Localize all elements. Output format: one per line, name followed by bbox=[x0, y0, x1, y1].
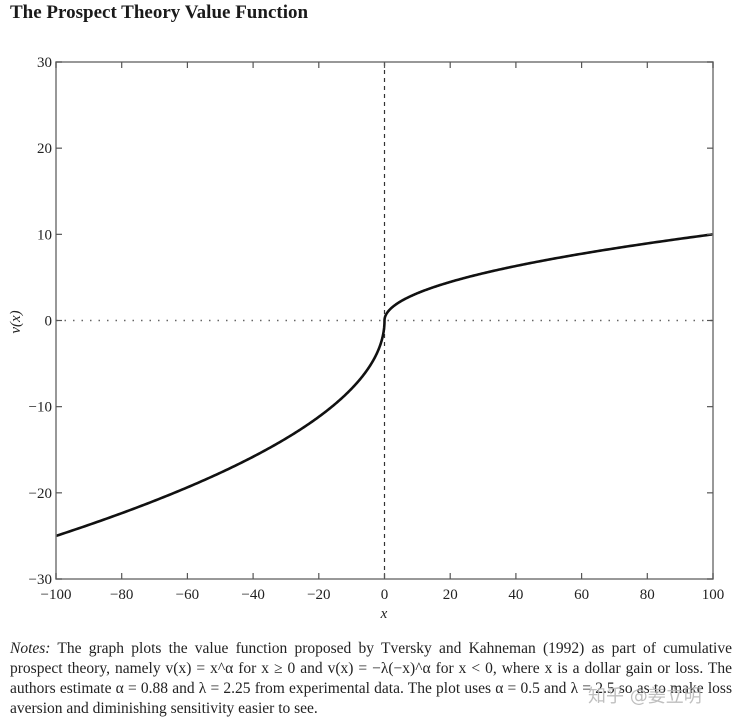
x-tick-label: 60 bbox=[574, 587, 589, 603]
prospect-theory-chart: −100 −80 −60 −40 −20 0 20 40 60 80 100 −30−20−1001… bbox=[8, 55, 725, 622]
x-tick-label: −60 bbox=[176, 587, 199, 603]
value-function-line bbox=[55, 233, 714, 538]
x-tick-label: −80 bbox=[110, 587, 133, 603]
y-tick-label: 20 bbox=[37, 141, 52, 157]
notes-lead: Notes: bbox=[10, 640, 51, 657]
x-tick-label: −100 bbox=[41, 587, 72, 603]
y-tick-label: −20 bbox=[29, 486, 52, 502]
y-tick-label: 10 bbox=[37, 227, 52, 243]
axis-ticks bbox=[55, 61, 714, 580]
x-tick-label: −20 bbox=[307, 587, 330, 603]
chart-title: The Prospect Theory Value Function bbox=[10, 2, 309, 23]
x-axis-label: x bbox=[380, 606, 388, 622]
y-tick-label: −10 bbox=[29, 400, 52, 416]
x-tick-label: 0 bbox=[381, 587, 389, 603]
watermark: 知乎 @姜立明 bbox=[588, 686, 702, 707]
chart-notes: Notes: The graph plots the value functio… bbox=[10, 639, 732, 719]
y-tick-label: 0 bbox=[45, 314, 53, 330]
y-tick-label: 30 bbox=[37, 55, 52, 71]
x-tick-label: 20 bbox=[443, 587, 458, 603]
x-tick-label: 80 bbox=[640, 587, 655, 603]
x-tick-label: −40 bbox=[241, 587, 264, 603]
y-tick-labels: −30 −20 −10 0 10 20 30 bbox=[29, 55, 52, 588]
value-function-curve bbox=[55, 233, 714, 538]
notes-text: The graph plots the value function propo… bbox=[10, 640, 732, 717]
y-tick-label: −30 bbox=[29, 572, 52, 588]
x-tick-label: 100 bbox=[702, 587, 725, 603]
x-tick-labels: −100 −80 −60 −40 −20 0 20 40 60 80 100 bbox=[41, 587, 725, 603]
x-tick-label: 40 bbox=[508, 587, 523, 603]
y-axis-label: v(x) bbox=[8, 310, 24, 333]
